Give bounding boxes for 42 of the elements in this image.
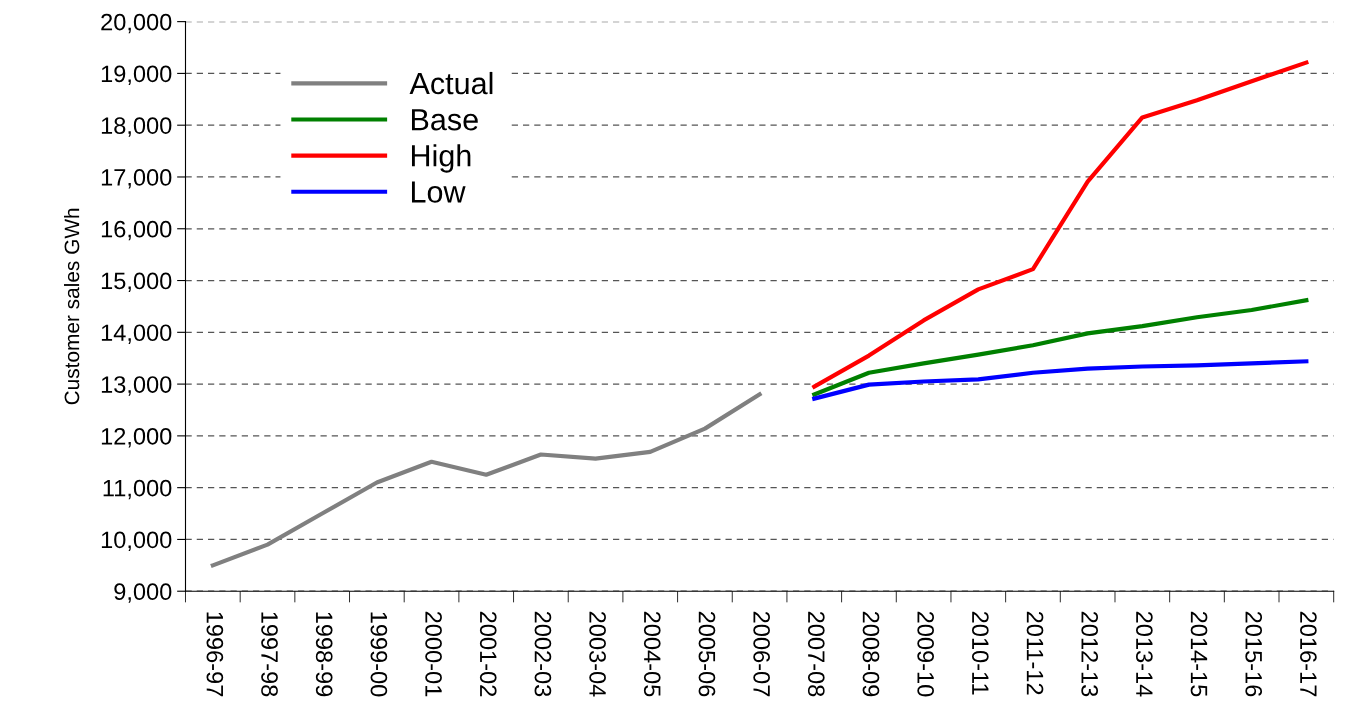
y-tick-label: 17,000 — [101, 169, 172, 189]
y-tick-label: 10,000 — [101, 531, 172, 552]
x-tick-label: 2008-09 — [862, 611, 880, 697]
x-tick-label: 2012-13 — [1081, 611, 1099, 697]
y-tick-label: 9,000 — [114, 583, 172, 603]
x-tick-label: 2004-05 — [643, 611, 661, 697]
legend-label: High — [411, 144, 471, 173]
y-tick-label: 11,000 — [103, 479, 172, 500]
legend-label: Low — [411, 181, 466, 203]
x-tick-label: 2015-16 — [1245, 611, 1263, 697]
x-tick-label: 2003-04 — [589, 611, 606, 697]
x-tick-label: 1998-99 — [315, 612, 333, 697]
line-series — [812, 298, 1309, 397]
x-tick-label: 2013-14 — [1135, 611, 1153, 697]
y-tick-label: 18,000 — [101, 117, 172, 137]
y-tick-label: 19,000 — [101, 65, 172, 85]
legend-label: Base — [411, 109, 478, 131]
x-tick-label: 1997-98 — [261, 612, 278, 697]
x-tick-label: 1996-97 — [206, 612, 224, 697]
y-tick-label: 14,000 — [101, 324, 172, 344]
line-series — [210, 392, 762, 568]
x-tick-label: 2001-02 — [479, 611, 497, 697]
x-tick-label: 2011-12 — [1026, 611, 1044, 695]
y-tick-label: 15,000 — [101, 272, 172, 293]
x-tick-label: 2010-11 — [971, 611, 989, 695]
legend-label: Actual — [409, 71, 493, 95]
x-tick-label: 2016-17 — [1300, 611, 1317, 697]
x-tick-label: 2002-03 — [534, 611, 552, 697]
x-tick-label: 2000-01 — [425, 611, 442, 697]
y-axis-title: Customer sales GWh — [64, 208, 80, 405]
y-tick-label: 16,000 — [101, 220, 172, 241]
x-tick-label: 1999-00 — [370, 612, 388, 697]
x-tick-label: 2014-15 — [1190, 611, 1208, 697]
x-tick-label: 2005-06 — [698, 611, 716, 697]
x-tick-label: 2006-07 — [753, 611, 770, 697]
y-tick-label: 12,000 — [101, 427, 172, 448]
line-series — [812, 60, 1309, 389]
line-series — [812, 359, 1309, 401]
y-tick-label: 20,000 — [101, 13, 172, 34]
x-tick-label: 2009-10 — [917, 611, 934, 697]
x-tick-label: 2007-08 — [807, 611, 825, 697]
y-tick-label: 13,000 — [101, 376, 172, 396]
